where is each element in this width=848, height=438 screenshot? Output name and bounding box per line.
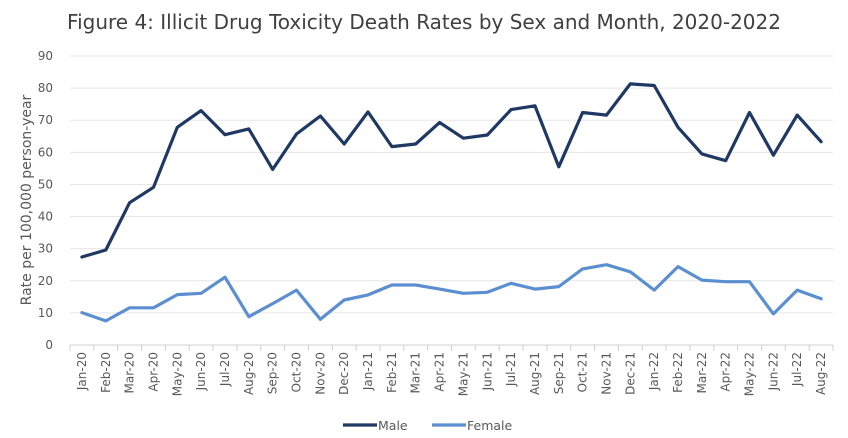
x-tick-label: Jul-22 [790, 352, 804, 387]
x-tick-label: Nov-21 [599, 352, 613, 395]
x-tick-label: Apr-22 [719, 352, 733, 392]
x-tick-label: Jul-20 [218, 352, 232, 387]
legend-item-female: Female [432, 418, 513, 433]
x-tick-label: Apr-21 [433, 352, 447, 392]
x-tick-label: Aug-22 [814, 352, 828, 395]
gridlines [70, 55, 833, 314]
series-line-female [80, 263, 823, 323]
chart-title: Figure 4: Illicit Drug Toxicity Death Ra… [67, 10, 781, 34]
x-tick-label: May-22 [743, 352, 757, 396]
x-tick-label: Dec-20 [337, 352, 351, 395]
x-tick-label: Mar-21 [409, 352, 423, 393]
x-tick-label: Sep-21 [552, 352, 566, 394]
y-tick-label: 70 [38, 113, 53, 127]
series-lines [80, 82, 823, 323]
x-tick-label: Aug-20 [242, 352, 256, 395]
x-tick-label: Jan-20 [75, 352, 89, 391]
x-tick-label: Dec-21 [623, 352, 637, 395]
y-tick-label: 10 [38, 306, 53, 320]
legend: Male Female [343, 418, 513, 433]
x-tick-label: Mar-22 [695, 352, 709, 393]
x-tick-label: Jul-21 [504, 352, 518, 387]
legend-item-male: Male [343, 418, 408, 433]
x-tick-label: May-20 [170, 352, 184, 396]
x-tick-label: May-21 [456, 352, 470, 396]
x-tick-label: Jan-22 [647, 352, 661, 391]
x-tick-label: Jun-20 [194, 352, 208, 391]
y-tick-label: 30 [38, 242, 53, 256]
y-tick-label: 60 [38, 145, 53, 159]
x-tick-label: Oct-21 [576, 352, 590, 392]
legend-label: Female [467, 418, 513, 433]
y-tick-label: 80 [38, 81, 53, 95]
x-tick-label: Feb-22 [671, 352, 685, 393]
x-axis: Jan-20 Feb-20 Mar-20 Apr-20 May-20 Jun-20 Jul-… [69, 344, 834, 396]
y-axis-label: Rate per 100,000 person-year [19, 94, 35, 305]
legend-label: Male [378, 418, 408, 433]
x-tick-label: Jan-21 [361, 352, 375, 391]
series-line-male [80, 82, 823, 259]
y-tick-label: 90 [38, 49, 53, 63]
y-tick-label: 0 [45, 338, 53, 352]
x-tick-label: Oct-20 [290, 352, 304, 392]
x-tick-label: Aug-21 [528, 352, 542, 395]
x-tick-label: Sep-20 [266, 352, 280, 394]
x-tick-label: Nov-20 [313, 352, 327, 395]
y-tick-label: 40 [38, 210, 53, 224]
y-tick-label: 50 [38, 177, 53, 191]
x-tick-label: Apr-20 [146, 352, 160, 392]
x-tick-label: Feb-20 [99, 352, 113, 393]
x-tick-label: Jun-22 [766, 352, 780, 391]
x-tick-label: Jun-21 [480, 352, 494, 391]
y-axis-ticks: 0 10 20 30 40 50 60 70 80 90 [38, 49, 53, 352]
x-tick-label: Mar-20 [123, 352, 137, 393]
x-tick-label: Feb-21 [385, 352, 399, 393]
y-tick-label: 20 [38, 274, 53, 288]
